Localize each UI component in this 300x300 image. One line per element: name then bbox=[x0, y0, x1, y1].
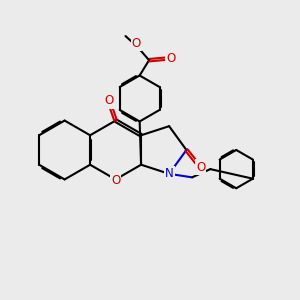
Text: O: O bbox=[132, 37, 141, 50]
Text: N: N bbox=[165, 167, 173, 180]
Text: O: O bbox=[104, 94, 113, 107]
Text: O: O bbox=[196, 160, 205, 174]
Text: O: O bbox=[166, 52, 175, 64]
Text: O: O bbox=[111, 174, 120, 188]
